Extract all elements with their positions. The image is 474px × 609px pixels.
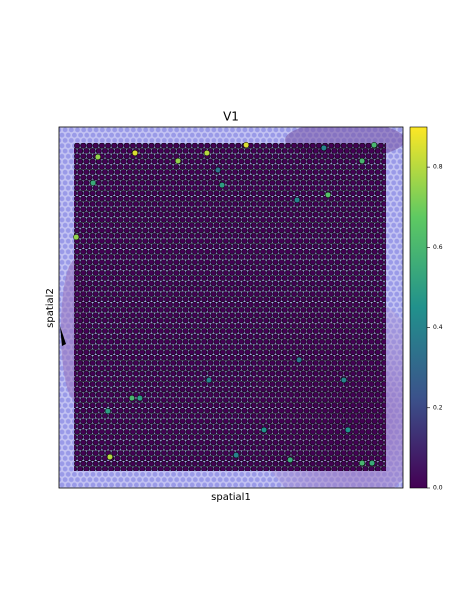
spot xyxy=(128,395,135,402)
chart-title: V1 xyxy=(223,110,239,124)
spot xyxy=(136,395,143,402)
spot xyxy=(324,191,332,198)
spot xyxy=(359,157,366,164)
colorbar-tick-label: 0.4 xyxy=(433,324,443,331)
spot xyxy=(260,426,268,433)
spot xyxy=(90,179,97,187)
colorbar-tick-label: 0.0 xyxy=(433,485,443,492)
spot xyxy=(340,377,347,384)
spot xyxy=(174,157,182,164)
colorbar-tick-label: 0.8 xyxy=(433,164,443,171)
spot xyxy=(287,456,294,463)
spot xyxy=(219,182,226,189)
spot xyxy=(293,196,301,203)
spot xyxy=(371,142,378,149)
spot xyxy=(94,153,101,161)
plot-frame xyxy=(58,126,404,489)
spot xyxy=(203,149,210,157)
spot xyxy=(233,452,240,459)
spot xyxy=(205,377,213,384)
spot xyxy=(359,460,366,467)
colorbar-tick-label: 0.6 xyxy=(433,244,443,251)
spot xyxy=(104,408,111,415)
spot xyxy=(368,460,376,467)
colorbar xyxy=(409,126,428,489)
x-axis-label: spatial1 xyxy=(211,492,251,503)
spot xyxy=(73,234,80,241)
spot xyxy=(296,356,303,363)
colorbar-tick-label: 0.2 xyxy=(433,404,443,411)
y-axis-label: spatial2 xyxy=(45,288,56,328)
tissue-image xyxy=(59,127,403,488)
spot xyxy=(320,144,327,151)
spot xyxy=(106,453,113,461)
spot xyxy=(131,149,139,157)
spot xyxy=(344,426,352,433)
spot xyxy=(243,142,250,149)
spot xyxy=(214,166,221,174)
